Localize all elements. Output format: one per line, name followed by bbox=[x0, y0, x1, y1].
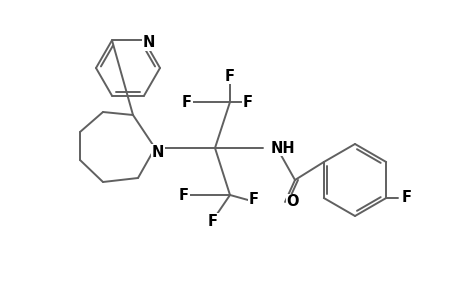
Text: F: F bbox=[224, 68, 235, 83]
Text: F: F bbox=[248, 193, 258, 208]
Text: F: F bbox=[182, 94, 191, 110]
Text: N: N bbox=[151, 145, 164, 160]
Text: F: F bbox=[207, 214, 218, 229]
Text: N: N bbox=[142, 35, 155, 50]
Text: F: F bbox=[179, 188, 189, 202]
Text: NH: NH bbox=[270, 140, 295, 155]
Text: O: O bbox=[286, 194, 299, 209]
Text: F: F bbox=[400, 190, 410, 206]
Text: F: F bbox=[242, 94, 252, 110]
